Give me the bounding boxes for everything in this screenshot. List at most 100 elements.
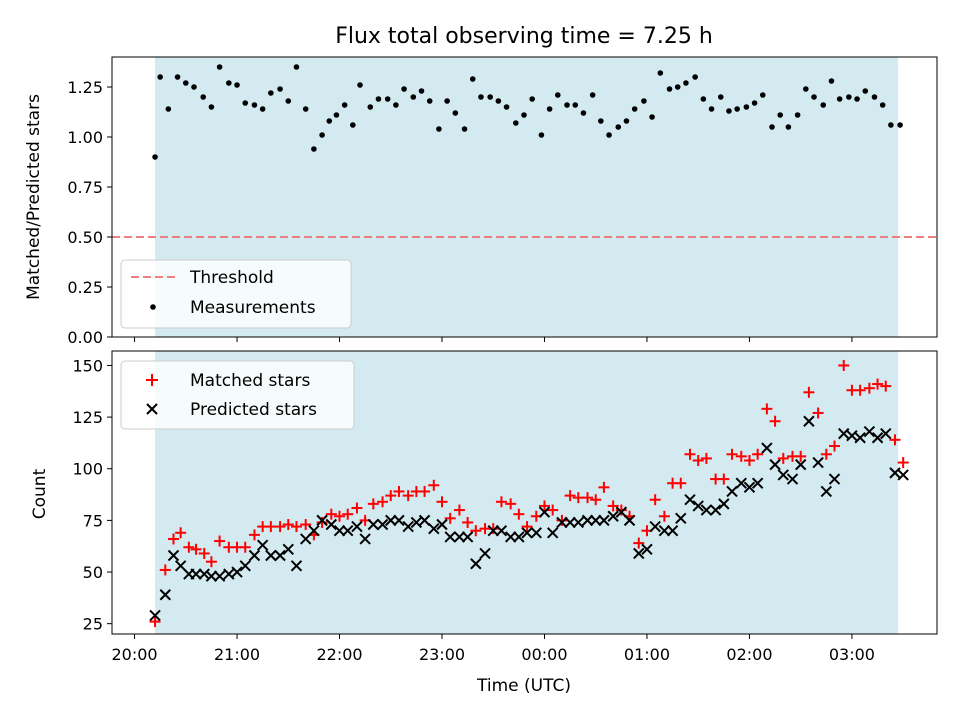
measurement-point: [794, 112, 801, 118]
predicted-star-point: [159, 589, 171, 601]
measurement-point: [503, 104, 510, 110]
matched-star-point: [863, 382, 875, 394]
predicted-star-point: [342, 525, 354, 537]
matched-star-point: [265, 521, 277, 533]
predicted-star-point: [761, 442, 773, 454]
matched-legend-swatch: [146, 374, 158, 386]
top-panel: Flux total observing time = 7.25 h 0.000…: [24, 24, 938, 347]
matched-star-point: [854, 384, 866, 396]
predicted-star-point: [461, 531, 474, 543]
measurement-point: [182, 80, 189, 86]
matched-star-point: [325, 508, 337, 520]
top-legend-box: [120, 259, 352, 329]
measurement-point: [692, 74, 698, 80]
measurement-point: [268, 90, 274, 96]
predicted-star-point: [700, 504, 713, 516]
measurement-point: [657, 70, 664, 76]
predicted-star-point: [880, 427, 892, 440]
matched-star-point: [495, 496, 507, 508]
measurement-point: [216, 64, 223, 70]
predicted-star-point: [453, 531, 466, 543]
x-tick-label: 22:00: [316, 645, 362, 664]
predicted-star-point: [854, 432, 866, 444]
predicted-star-point: [495, 525, 508, 537]
predicted-star-point: [265, 549, 277, 562]
matched-star-point: [872, 378, 884, 390]
matched-star-point: [692, 454, 704, 466]
matched-star-point: [175, 527, 187, 539]
top-y-ticks: 0.00 0.25 0.50 0.75 1.00 1.25: [67, 78, 112, 347]
measurement-point: [200, 94, 207, 100]
predicted-star-point: [239, 560, 251, 572]
measurement-point: [615, 124, 622, 130]
predicted-star-point: [513, 531, 525, 543]
predicted-legend-label: Predicted stars: [190, 400, 317, 420]
measurement-point: [803, 86, 809, 92]
predicted-star-point: [231, 566, 243, 578]
matched-star-point: [487, 523, 499, 535]
bottom-panel: 25 50 75 100 125 150 20:00 21:00 22:00 23:00 00:0…: [30, 350, 938, 696]
top-y-axis-label: Matched/Predicted stars: [24, 94, 44, 300]
x-tick-label: 20:00: [111, 645, 157, 664]
matched-star-point: [658, 510, 670, 522]
measurement-point: [683, 80, 689, 86]
predicted-star-point: [333, 525, 346, 537]
predicted-star-point: [428, 522, 440, 535]
matched-star-point: [615, 504, 627, 516]
matched-star-point: [462, 516, 474, 528]
predicted-star-point: [198, 568, 210, 580]
predicted-star-point: [282, 543, 294, 556]
predicted-star-point: [820, 485, 833, 498]
predicted-star-point: [743, 481, 756, 494]
measurement-point: [426, 98, 433, 104]
matched-star-point: [795, 450, 807, 462]
predicted-star-point: [444, 531, 456, 543]
measurement-point: [469, 76, 476, 82]
matched-star-point: [367, 498, 379, 510]
measurement-point: [487, 94, 493, 100]
matched-star-point: [316, 516, 328, 528]
predicted-star-point: [769, 458, 781, 471]
predicted-star-point: [487, 525, 499, 537]
predicted-star-point: [556, 516, 568, 529]
predicted-star-point: [316, 514, 328, 527]
predicted-star-point: [692, 500, 704, 512]
measurement-point: [350, 122, 356, 128]
matched-star-point: [838, 359, 850, 371]
matched-star-point: [684, 448, 696, 460]
measurement-point: [401, 86, 407, 92]
predicted-star-point: [863, 425, 876, 438]
matched-star-point: [282, 519, 294, 531]
measurement-point: [226, 80, 232, 86]
matched-star-point: [239, 541, 251, 553]
bottom-legend: Matched stars Predicted stars: [120, 360, 355, 430]
matched-star-point: [556, 514, 568, 526]
predicted-star-point: [410, 516, 423, 529]
matched-star-point: [470, 525, 482, 537]
predicted-star-point: [223, 568, 235, 580]
measurement-point: [820, 102, 827, 108]
predicted-star-point: [205, 570, 218, 582]
measurement-point: [165, 106, 172, 112]
matched-star-point: [248, 529, 260, 541]
predicted-star-point: [726, 485, 738, 498]
measurement-point: [311, 146, 317, 152]
predicted-star-point: [190, 568, 202, 580]
matched-star-point: [402, 490, 414, 502]
measurement-point: [751, 100, 758, 106]
matched-star-point: [812, 407, 824, 419]
measurement-point: [846, 94, 852, 100]
predicted-star-point: [308, 525, 320, 537]
measurement-point: [157, 74, 163, 80]
matched-star-point: [590, 494, 602, 506]
predicted-star-point: [598, 514, 610, 527]
top-y-tick-label: 0.25: [67, 278, 103, 297]
predicted-star-point: [479, 547, 491, 560]
top-y-tick-label: 0.00: [67, 328, 103, 347]
measurement-point: [393, 102, 399, 108]
matched-star-point: [453, 504, 465, 516]
x-axis-label: Time (UTC): [476, 676, 571, 696]
predicted-star-point: [803, 415, 815, 427]
predicted-star-point: [418, 514, 431, 527]
matched-star-point: [205, 556, 217, 568]
